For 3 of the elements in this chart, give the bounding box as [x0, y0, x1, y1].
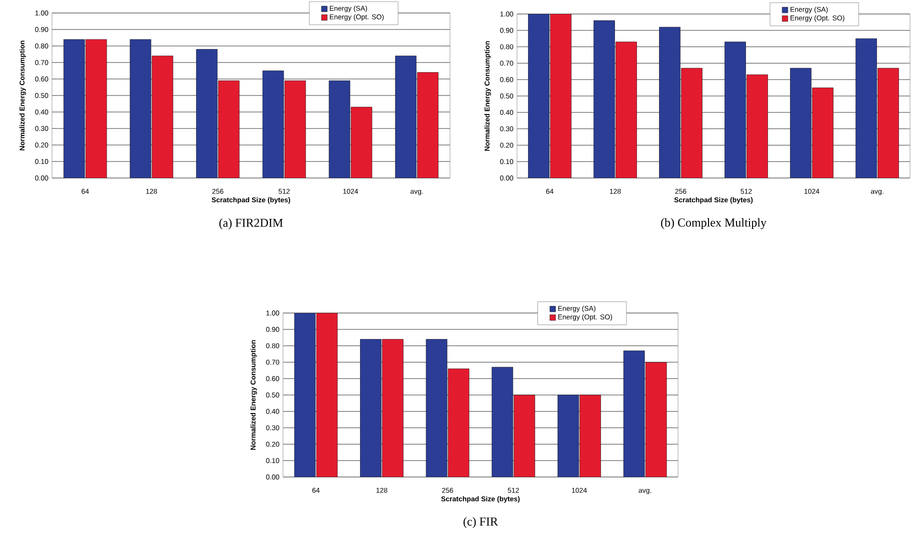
text: (a) FIR2DIM — [219, 218, 283, 230]
text: (b) Complex Multiply — [661, 218, 766, 230]
text: (c) FIR — [464, 517, 498, 528]
